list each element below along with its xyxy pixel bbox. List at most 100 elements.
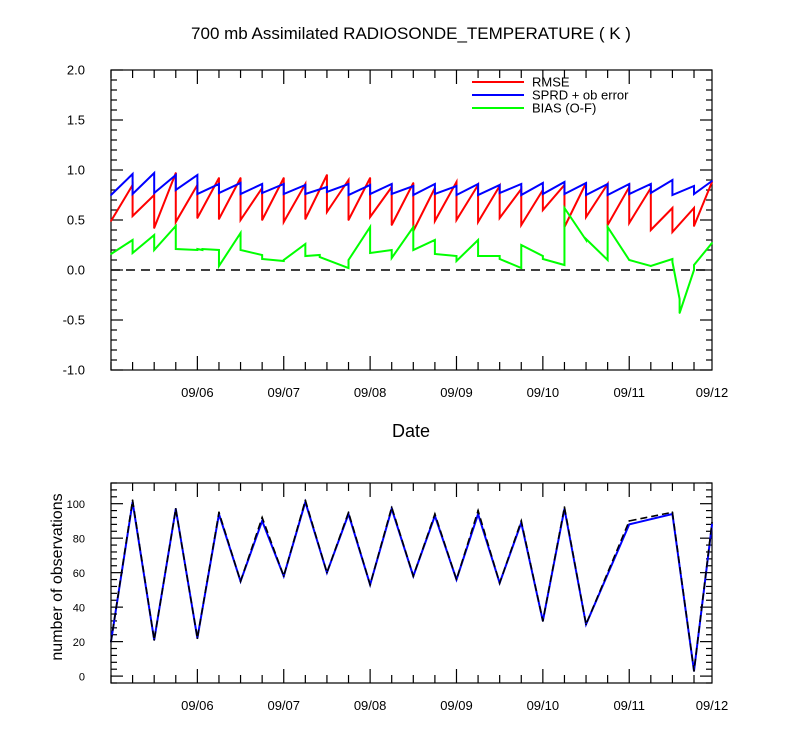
- top-data-point-sprd-ob-error: [541, 193, 544, 195]
- top-data-point-bias-o-f: [477, 255, 479, 257]
- top-data-point-sprd-ob-error: [671, 194, 674, 196]
- top-chart-axes: 09/06 09/07 09/08 09/09 09/10 09/11 09/12 -1.0 -…: [63, 63, 729, 401]
- top-data-point-rmse: [541, 209, 544, 211]
- bottom-series-line-total: [110, 497, 713, 672]
- top-data-point-sprd-ob-error: [347, 183, 350, 185]
- top-data-point-sprd-ob-error: [390, 193, 393, 195]
- top-data-point-sprd-ob-error: [326, 186, 328, 188]
- top-data-point-bias-o-f: [304, 243, 307, 245]
- top-data-point-sprd-ob-error: [282, 193, 285, 195]
- top-data-point-rmse: [498, 217, 501, 219]
- top-x-tick-label: 09/12: [696, 385, 729, 400]
- bottom-y-tick-label: 0: [79, 672, 85, 684]
- top-data-point-bias-o-f: [347, 259, 350, 261]
- bottom-data-point-total: [520, 520, 523, 522]
- top-data-point-rmse: [649, 229, 652, 231]
- top-series-line-bias-o-f: [110, 204, 713, 314]
- bottom-x-tick-label: 09/06: [181, 698, 214, 713]
- top-data-point-sprd-ob-error: [261, 192, 264, 194]
- top-data-point-rmse: [153, 227, 156, 229]
- top-data-point-bias-o-f: [239, 249, 242, 251]
- top-data-point-rmse: [671, 231, 674, 233]
- top-y-tick-label: 2.0: [67, 63, 85, 78]
- top-data-point-bias-o-f: [498, 255, 501, 257]
- bottom-x-tick-label: 09/12: [696, 698, 729, 713]
- top-data-point-rmse: [433, 220, 436, 222]
- bottom-y-tick-label: 20: [73, 637, 85, 649]
- top-y-tick-label: 0.5: [67, 213, 85, 228]
- top-data-point-rmse: [326, 174, 328, 176]
- top-data-point-sprd-ob-error: [711, 180, 713, 182]
- top-data-point-rmse: [693, 225, 695, 227]
- top-data-point-sprd-ob-error: [606, 183, 609, 185]
- bottom-chart-ylabel: number of observations: [49, 493, 66, 660]
- top-data-point-rmse: [174, 221, 177, 223]
- top-data-point-sprd-ob-error: [455, 194, 458, 196]
- top-data-point-bias-o-f: [520, 267, 523, 269]
- bottom-chart-series: [110, 497, 713, 672]
- top-data-point-sprd-ob-error: [693, 193, 695, 195]
- legend-label: RMSE: [532, 75, 570, 90]
- bottom-data-point-total: [693, 670, 695, 672]
- top-data-point-sprd-ob-error: [369, 193, 372, 195]
- top-data-point-sprd-ob-error: [585, 182, 587, 184]
- top-data-point-bias-o-f: [201, 248, 204, 250]
- top-data-point-bias-o-f: [498, 258, 501, 260]
- bottom-data-point-total: [261, 516, 264, 519]
- top-data-point-sprd-ob-error: [347, 194, 350, 196]
- top-data-point-bias-o-f: [174, 248, 177, 250]
- top-data-point-bias-o-f: [131, 252, 134, 254]
- top-data-point-bias-o-f: [390, 257, 393, 259]
- top-data-point-sprd-ob-error: [218, 192, 220, 194]
- bottom-x-tick-label: 09/10: [527, 698, 560, 713]
- top-data-point-sprd-ob-error: [628, 183, 631, 185]
- top-data-point-rmse: [261, 219, 264, 221]
- top-data-point-rmse: [693, 207, 695, 209]
- top-data-point-sprd-ob-error: [433, 193, 436, 195]
- top-x-tick-label: 09/10: [527, 385, 560, 400]
- bottom-data-point-total: [196, 637, 199, 640]
- top-y-tick-label: 1.0: [67, 163, 85, 178]
- top-y-tick-label: -0.5: [63, 313, 85, 328]
- top-data-point-sprd-ob-error: [671, 179, 674, 181]
- top-data-point-bias-o-f: [369, 252, 372, 254]
- top-data-point-bias-o-f: [153, 234, 156, 236]
- top-chart-xlabel: Date: [392, 421, 430, 441]
- top-data-point-sprd-ob-error: [282, 183, 285, 185]
- bottom-data-point-total: [239, 580, 242, 583]
- bottom-data-point-total: [541, 620, 544, 622]
- top-data-point-bias-o-f: [563, 207, 566, 209]
- bottom-data-point-total: [326, 571, 328, 574]
- top-data-point-sprd-ob-error: [606, 194, 609, 196]
- top-data-point-rmse: [520, 224, 523, 226]
- top-data-point-rmse: [585, 216, 587, 218]
- top-data-point-rmse: [326, 211, 328, 213]
- top-x-tick-label: 09/11: [613, 385, 645, 400]
- bottom-data-point-total: [369, 583, 372, 586]
- top-data-point-sprd-ob-error: [196, 174, 199, 176]
- top-plot-frame: [110, 69, 713, 371]
- top-data-point-rmse: [282, 177, 285, 179]
- top-data-point-sprd-ob-error: [563, 193, 566, 195]
- bottom-x-tick-label: 09/07: [267, 698, 300, 713]
- top-data-point-rmse: [218, 218, 220, 220]
- top-data-point-bias-o-f: [671, 258, 674, 260]
- top-data-point-sprd-ob-error: [563, 181, 566, 183]
- top-data-point-sprd-ob-error: [477, 183, 479, 185]
- top-data-point-bias-o-f: [455, 260, 458, 262]
- top-data-point-bias-o-f: [678, 298, 681, 300]
- top-data-point-sprd-ob-error: [498, 184, 501, 186]
- top-data-point-sprd-ob-error: [693, 185, 695, 187]
- top-data-point-sprd-ob-error: [174, 174, 177, 176]
- top-data-point-bias-o-f: [477, 239, 479, 241]
- top-data-point-bias-o-f: [304, 255, 307, 257]
- top-data-point-rmse: [455, 181, 458, 183]
- top-data-point-sprd-ob-error: [196, 193, 199, 195]
- top-data-point-bias-o-f: [239, 232, 242, 234]
- bottom-data-point-total: [390, 506, 393, 509]
- top-data-point-sprd-ob-error: [477, 194, 479, 196]
- top-data-point-bias-o-f: [390, 249, 393, 251]
